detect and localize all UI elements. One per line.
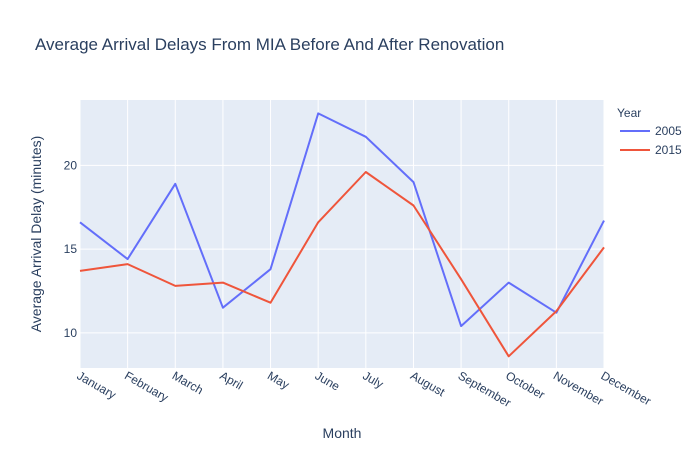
x-axis-title: Month [323,425,362,441]
y-tick-label: 10 [64,326,78,340]
x-gridlines [79,100,605,368]
x-tick-label: July [360,368,385,391]
series-line-2015 [79,171,605,358]
y-tick-label: 20 [64,158,78,172]
series-line-2005 [79,112,605,328]
chart-title: Average Arrival Delays From MIA Before A… [35,35,504,54]
x-tick-label: January [75,368,119,401]
plot-area [80,100,604,368]
legend: Year 2005 2015 [617,106,682,157]
y-axis-title: Average Arrival Delay (minutes) [28,136,44,333]
x-tick-label: June [313,368,343,393]
x-tick-label: September [456,368,514,409]
x-tick-label: March [170,368,206,397]
series-lines [79,112,605,358]
y-gridlines [80,164,604,334]
legend-entry-2005: 2005 [655,124,682,138]
x-tick-labels: January February March April May June July Augu… [75,368,654,409]
x-tick-label: April [217,368,245,392]
y-tick-label: 15 [64,242,78,256]
x-tick-label: December [599,368,654,408]
x-tick-label: February [122,368,171,404]
x-tick-label: May [265,368,292,391]
y-tick-labels: 10 15 20 [64,158,78,340]
legend-title: Year [617,106,641,120]
x-tick-label: November [551,368,606,408]
x-tick-label: August [408,368,448,399]
legend-entry-2015: 2015 [655,143,682,157]
